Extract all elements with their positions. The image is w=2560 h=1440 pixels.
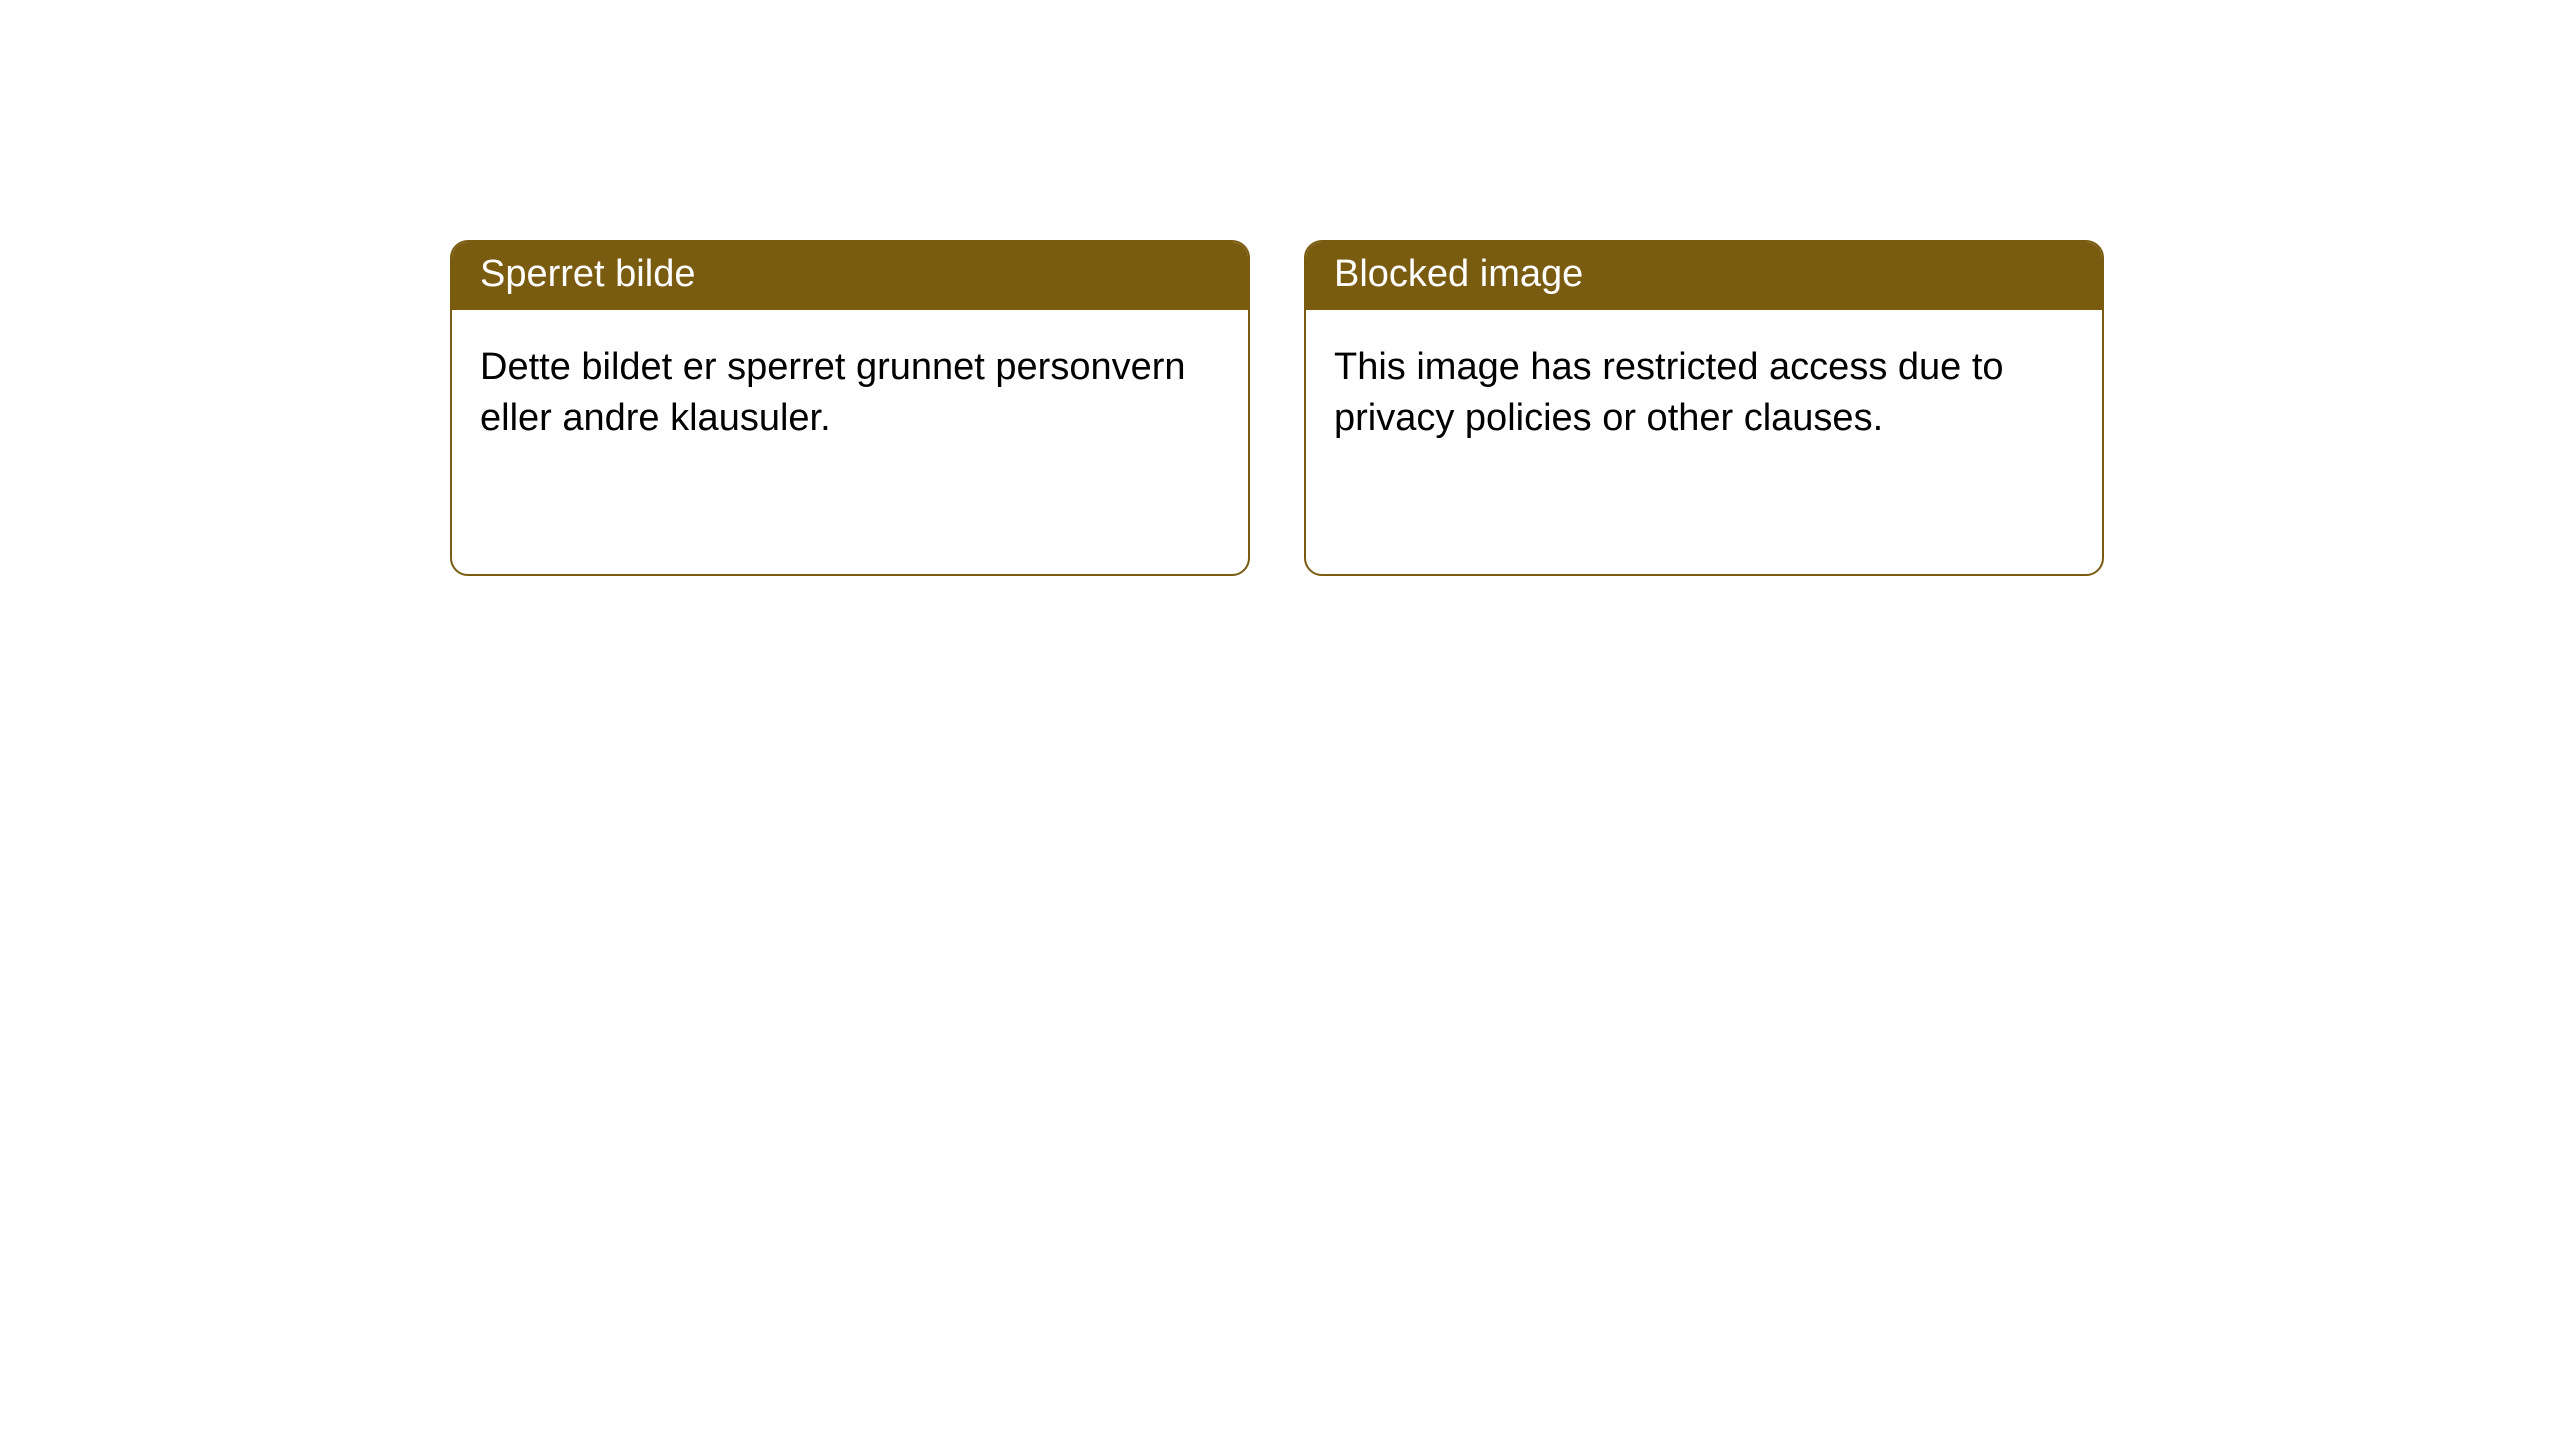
- card-header-english: Blocked image: [1306, 242, 2102, 310]
- card-text-norwegian: Dette bildet er sperret grunnet personve…: [480, 346, 1186, 439]
- card-title-norwegian: Sperret bilde: [480, 253, 695, 295]
- notice-container: Sperret bilde Dette bildet er sperret gr…: [0, 0, 2560, 576]
- card-body-english: This image has restricted access due to …: [1306, 310, 2102, 477]
- card-text-english: This image has restricted access due to …: [1334, 346, 2004, 439]
- card-body-norwegian: Dette bildet er sperret grunnet personve…: [452, 310, 1248, 477]
- card-title-english: Blocked image: [1334, 253, 1583, 295]
- card-header-norwegian: Sperret bilde: [452, 242, 1248, 310]
- blocked-image-card-norwegian: Sperret bilde Dette bildet er sperret gr…: [450, 240, 1250, 576]
- blocked-image-card-english: Blocked image This image has restricted …: [1304, 240, 2104, 576]
